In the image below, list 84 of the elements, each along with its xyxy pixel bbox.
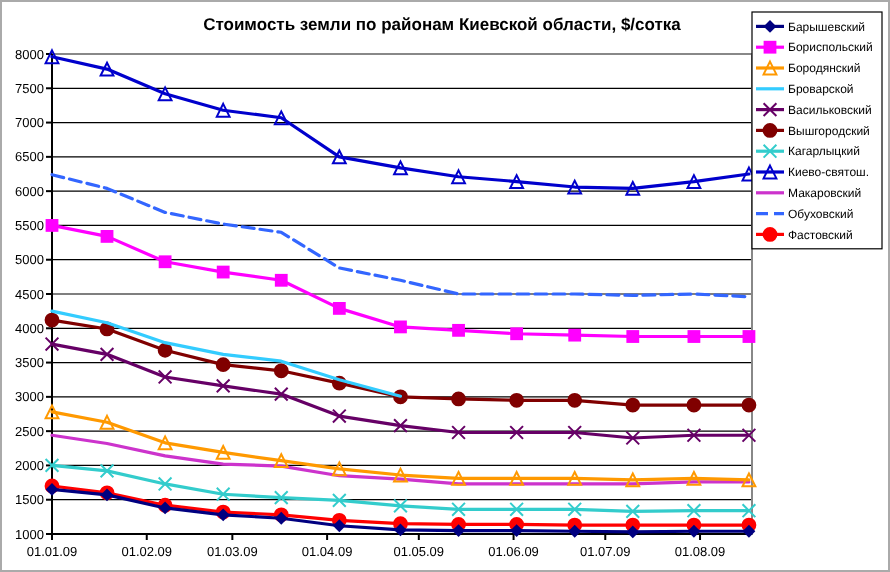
point	[509, 471, 525, 486]
line-series	[50, 173, 751, 299]
point	[451, 391, 466, 407]
point	[741, 503, 757, 519]
point	[686, 503, 702, 519]
point	[686, 174, 702, 189]
point	[44, 404, 60, 420]
point	[215, 357, 231, 373]
point	[157, 86, 173, 102]
point	[393, 498, 408, 514]
point	[44, 49, 60, 65]
point	[157, 476, 173, 492]
point	[626, 330, 640, 343]
point	[273, 490, 289, 506]
point	[99, 463, 115, 479]
point	[273, 386, 289, 402]
point	[742, 524, 756, 538]
point	[509, 501, 525, 517]
point	[625, 503, 641, 519]
point	[158, 255, 172, 269]
point	[625, 472, 641, 488]
point	[509, 174, 525, 189]
point	[273, 363, 289, 379]
point	[273, 110, 289, 126]
point	[44, 312, 60, 328]
point	[451, 425, 466, 440]
point	[741, 397, 757, 413]
point	[509, 425, 525, 440]
point	[215, 445, 231, 460]
point	[686, 427, 702, 443]
point	[567, 501, 583, 517]
point	[452, 524, 465, 537]
point	[452, 323, 465, 337]
point	[510, 327, 524, 341]
point	[215, 378, 231, 394]
point	[99, 414, 115, 430]
point	[273, 453, 289, 469]
point	[625, 397, 641, 413]
point	[331, 461, 347, 477]
point	[625, 430, 641, 446]
point	[157, 369, 173, 385]
point	[741, 472, 757, 488]
point	[157, 342, 173, 358]
point	[274, 273, 288, 287]
point	[625, 181, 641, 196]
point	[99, 61, 115, 77]
point	[331, 493, 347, 508]
point	[393, 467, 408, 483]
point	[451, 169, 466, 185]
point	[216, 265, 230, 279]
point	[567, 425, 583, 440]
point	[215, 486, 231, 502]
point	[394, 320, 407, 334]
point	[394, 523, 407, 537]
point	[451, 471, 466, 486]
point	[509, 392, 525, 408]
point	[626, 525, 640, 539]
point	[686, 471, 702, 486]
point	[687, 330, 701, 343]
point	[451, 501, 466, 517]
point	[331, 149, 347, 165]
point	[99, 346, 115, 362]
point	[687, 524, 701, 538]
point	[686, 397, 702, 413]
point	[157, 435, 173, 451]
point	[742, 330, 756, 343]
point	[567, 471, 583, 486]
point	[393, 418, 408, 434]
point	[567, 392, 583, 408]
point	[44, 458, 60, 473]
point	[567, 179, 583, 195]
point	[45, 219, 59, 232]
point	[393, 160, 408, 176]
chart-title: Стоимость земли по районам Киевской области, $/сотка	[203, 14, 682, 34]
point	[215, 102, 231, 118]
point	[568, 524, 582, 538]
point	[568, 328, 582, 342]
point	[331, 408, 347, 424]
point	[332, 519, 346, 533]
point	[332, 302, 346, 315]
point	[100, 230, 114, 243]
point	[510, 524, 524, 537]
point	[44, 336, 60, 352]
point	[741, 427, 757, 443]
